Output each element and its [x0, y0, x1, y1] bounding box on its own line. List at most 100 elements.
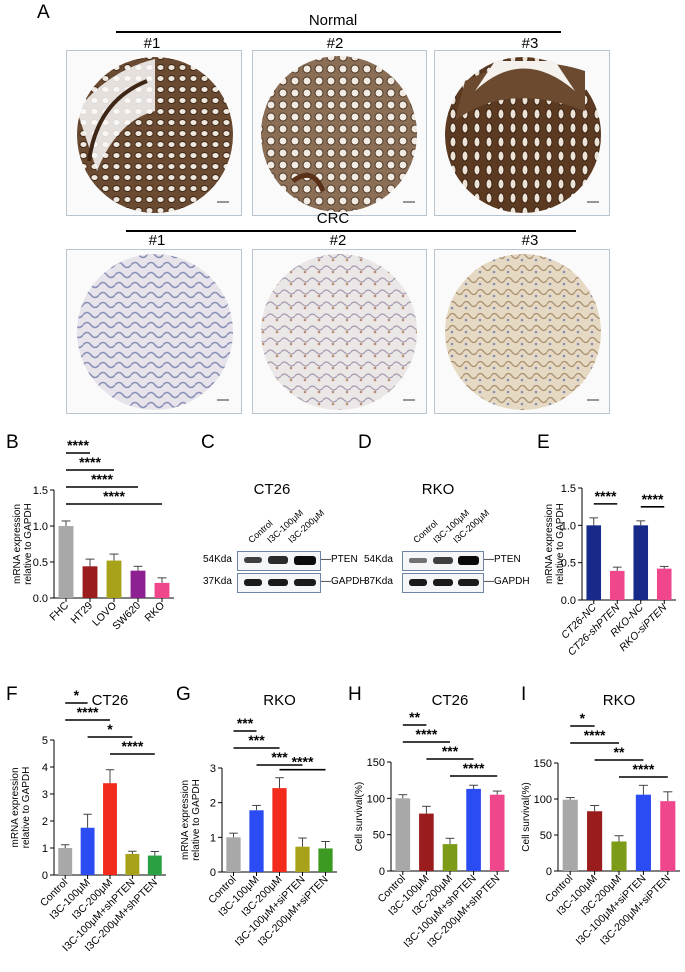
chart-i: RKO 0 50 100 150 Cell survival(%) Control I3C-1… — [515, 680, 685, 967]
bar — [318, 848, 333, 872]
bar — [295, 846, 310, 872]
chart-f: CT26 0 1 2 3 4 5 mRNA expression relative to GAP… — [0, 680, 175, 967]
panel-letter-b: B — [6, 432, 19, 453]
tma-core-image — [77, 57, 233, 213]
y-axis-label: mRNA expression — [12, 504, 23, 584]
wb-bands — [409, 579, 479, 586]
bar — [562, 799, 578, 871]
panel-letter-g: G — [176, 684, 191, 705]
chart-svg: CT26 0 1 2 3 4 5 mRNA expression relative to GAP… — [10, 687, 166, 954]
wb-d-pten-name: PTEN — [494, 554, 521, 565]
panel-letter-i: I — [521, 684, 527, 705]
y-axis-label: relative to GAPDH — [555, 503, 566, 585]
wb-d-marker-37: 37Kda — [364, 576, 393, 587]
significance-label: * — [107, 721, 113, 737]
y-tick-label: 150 — [367, 757, 385, 769]
bar — [419, 813, 434, 871]
chart-g: RKO 0 1 2 3 mRNA expression relative to GAPDH C… — [172, 680, 347, 967]
tma-normal-3 — [434, 50, 610, 216]
bar — [125, 853, 140, 875]
y-tick-label: 0.5 — [561, 558, 576, 570]
y-tick-label: 1 — [210, 832, 216, 844]
wb-d-marker-54: 54Kda — [364, 554, 393, 565]
wb-d-gapdh-blot — [402, 573, 484, 593]
y-tick-label: 0 — [210, 867, 216, 879]
wb-d-pten-label: —PTEN — [484, 554, 521, 565]
y-tick-label: 3 — [42, 789, 48, 801]
panel-letter-c: C — [201, 432, 215, 453]
significance-label: *** — [237, 715, 254, 731]
y-axis-label: mRNA expression — [544, 504, 555, 584]
normal-sample-3-label: #3 — [521, 35, 539, 52]
wb-c-gapdh-label: —GAPDH — [321, 576, 367, 587]
y-tick-label: 0.0 — [33, 593, 48, 605]
tma-normal-2 — [252, 50, 427, 216]
y-axis-label: relative to GAPDH — [21, 767, 32, 849]
y-tick-label: 0 — [379, 866, 385, 878]
y-tick-label: 1.0 — [33, 521, 48, 533]
x-tick-label: FHC — [47, 599, 71, 623]
normal-sample-2-label: #2 — [326, 35, 344, 52]
bar — [154, 582, 170, 598]
bar — [82, 566, 98, 598]
y-axis-label: mRNA expression — [180, 780, 191, 860]
chart-b: 0.0 0.5 1.0 1.5 mRNA expression relative to G… — [0, 437, 190, 640]
bar — [586, 525, 602, 600]
significance-label: *** — [442, 743, 459, 759]
wb-d-pten-blot — [402, 551, 484, 571]
significance-label: **** — [642, 491, 664, 507]
y-tick-label: 1.5 — [33, 485, 48, 497]
y-tick-label: 0 — [42, 870, 48, 882]
bar — [442, 844, 458, 871]
tma-crc-1 — [66, 249, 242, 414]
chart-title: RKO — [603, 692, 636, 709]
bar — [130, 570, 146, 598]
chart-title: RKO — [263, 692, 296, 709]
significance-label: **** — [292, 754, 314, 770]
significance-label: **** — [584, 727, 606, 743]
wb-bands — [244, 556, 316, 565]
significance-label: **** — [79, 454, 101, 470]
crc-group-line — [126, 230, 576, 232]
bar — [466, 788, 481, 871]
wb-c-marker-37: 37Kda — [203, 576, 232, 587]
significance-label: *** — [248, 732, 265, 748]
tma-normal-1 — [66, 50, 242, 216]
y-axis-label: mRNA expression — [10, 767, 21, 847]
bar — [147, 855, 162, 875]
bar — [58, 848, 73, 875]
normal-sample-1-label: #1 — [143, 35, 161, 52]
bar — [587, 811, 603, 871]
significance-label: * — [74, 687, 80, 703]
wb-d-gapdh-label: —GAPDH — [484, 576, 530, 587]
y-axis-label: Cell survival(%) — [521, 782, 532, 851]
bar — [249, 810, 264, 872]
significance-label: **** — [416, 726, 438, 742]
y-tick-label: 2 — [210, 798, 216, 810]
y-tick-label: 0 — [546, 866, 552, 878]
significance-label: **** — [122, 738, 144, 754]
bar — [58, 526, 74, 598]
bar — [635, 794, 651, 871]
y-axis-label: relative to GAPDH — [191, 779, 202, 861]
tma-crc-3 — [434, 249, 610, 414]
y-tick-label: 1.5 — [561, 483, 576, 495]
wb-bands — [409, 556, 479, 565]
significance-label: **** — [463, 760, 485, 776]
significance-label: **** — [77, 704, 99, 720]
crc-sample-2-label: #2 — [329, 232, 347, 249]
y-tick-label: 50 — [540, 830, 552, 842]
tma-core-image — [445, 254, 601, 410]
bar — [611, 841, 627, 871]
chart-svg: 0.0 0.5 1.0 1.5 mRNA expression relative to G… — [12, 437, 174, 632]
tma-core-image — [77, 254, 233, 410]
bar — [660, 801, 676, 871]
y-tick-label: 100 — [367, 793, 385, 805]
significance-label: **** — [595, 488, 617, 504]
chart-svg: 0.0 0.5 1.0 1.5 mRNA expression relative to G… — [544, 483, 676, 658]
tma-crc-2 — [252, 249, 427, 414]
bar — [80, 827, 95, 875]
wb-bands — [244, 579, 316, 586]
bar — [272, 788, 287, 872]
